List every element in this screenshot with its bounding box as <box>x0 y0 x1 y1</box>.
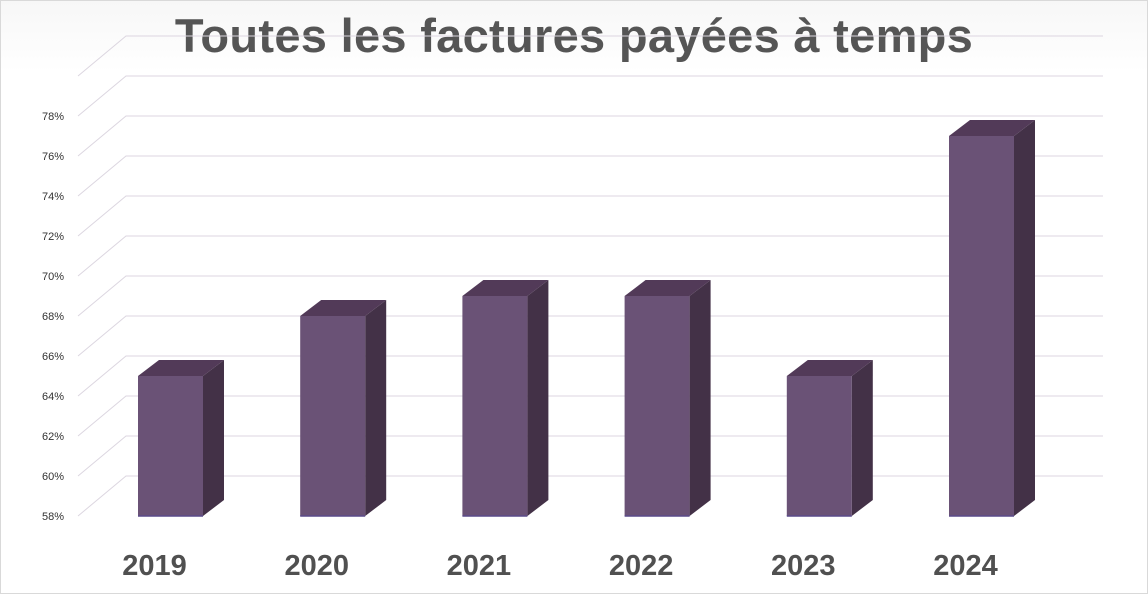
y-tick-label: 74% <box>42 191 64 203</box>
bar-side <box>527 280 549 516</box>
bar <box>462 280 549 517</box>
x-tick-label: 2024 <box>933 550 998 582</box>
gridline <box>77 435 1103 477</box>
gridline <box>77 275 1103 317</box>
y-tick-label: 66% <box>42 351 64 363</box>
bar-top <box>786 360 873 376</box>
bar-front <box>786 376 852 516</box>
gridline <box>77 355 1103 397</box>
x-axis: 2019 2020 2021 2022 2023 2024 <box>122 550 998 582</box>
bar <box>624 280 711 517</box>
y-tick-label: 60% <box>42 471 64 483</box>
bar-top <box>138 360 224 376</box>
gridline <box>77 235 1103 277</box>
y-tick-label: 76% <box>42 151 64 163</box>
y-tick-label: 70% <box>42 271 64 283</box>
gridline <box>77 475 1103 517</box>
gridline <box>77 35 1103 77</box>
bar-side <box>203 360 224 516</box>
bars <box>138 120 1035 517</box>
gridline <box>77 75 1103 117</box>
gridline <box>77 395 1103 437</box>
gridline <box>77 315 1103 357</box>
bar <box>786 360 873 517</box>
bar-side <box>365 300 387 516</box>
bar-top <box>949 120 1035 136</box>
x-tick-label: 2019 <box>122 550 187 582</box>
bar-front <box>300 316 366 516</box>
y-tick-label: 64% <box>42 391 64 403</box>
bar-front <box>949 136 1014 516</box>
x-tick-label: 2023 <box>771 550 836 582</box>
x-tick-label: 2021 <box>447 550 512 582</box>
gridline <box>77 155 1103 197</box>
bar-top <box>462 280 549 296</box>
bar-front <box>462 296 528 516</box>
bar <box>949 120 1035 517</box>
y-tick-label: 72% <box>42 231 64 243</box>
gridline <box>77 195 1103 237</box>
bar <box>138 360 224 517</box>
y-tick-label: 62% <box>42 431 64 443</box>
x-tick-label: 2022 <box>609 550 674 582</box>
bar-side <box>1014 120 1035 516</box>
grid-layer <box>77 35 1103 517</box>
bar-front <box>624 296 690 516</box>
bar <box>300 300 387 517</box>
bar-top <box>624 280 711 296</box>
y-axis: 58% 60% 62% 64% 66% 68% 70% 72% 74% 76% 78% <box>42 111 64 523</box>
y-tick-label: 58% <box>42 511 64 523</box>
gridline <box>77 115 1103 157</box>
y-tick-label: 68% <box>42 311 64 323</box>
x-tick-label: 2020 <box>284 550 349 582</box>
bar-side <box>689 280 711 516</box>
y-tick-label: 78% <box>42 111 64 123</box>
bar-top <box>300 300 387 316</box>
bar-front <box>138 376 203 516</box>
bar-side <box>851 360 873 516</box>
